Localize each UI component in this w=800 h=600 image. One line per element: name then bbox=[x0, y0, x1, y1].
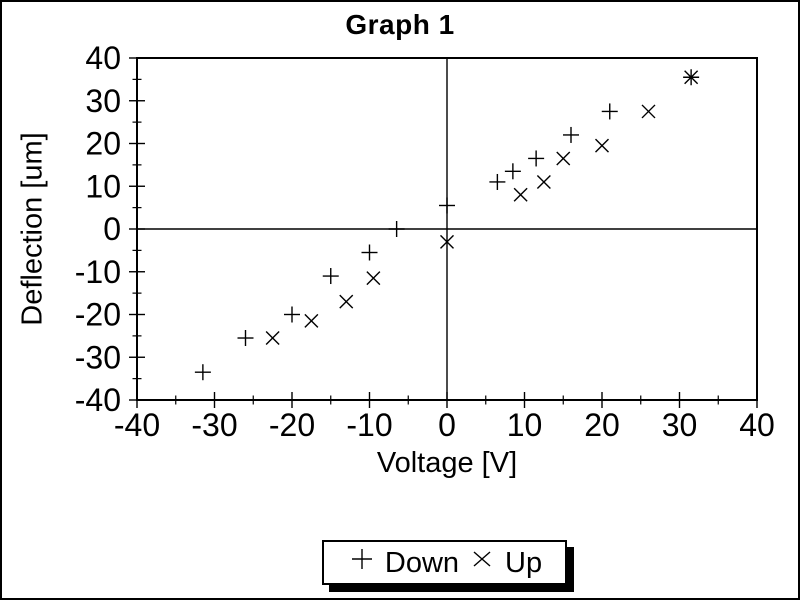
y-tick-label: 10 bbox=[85, 168, 121, 204]
x-tick-label: -10 bbox=[346, 407, 392, 443]
y-tick-label: -10 bbox=[75, 254, 121, 290]
y-tick-label: 20 bbox=[85, 126, 121, 162]
x-tick-label: -20 bbox=[269, 407, 315, 443]
chart-title: Graph 1 bbox=[345, 9, 455, 40]
x-tick-label: -30 bbox=[191, 407, 237, 443]
y-tick-label: 40 bbox=[85, 40, 121, 76]
y-tick-label: 30 bbox=[85, 83, 121, 119]
x-tick-label: -40 bbox=[114, 407, 160, 443]
y-tick-label: -20 bbox=[75, 297, 121, 333]
x-tick-label: 20 bbox=[584, 407, 620, 443]
plus-marker-icon bbox=[347, 545, 377, 581]
series-up-points bbox=[265, 70, 699, 346]
y-tick-label: 0 bbox=[103, 211, 121, 247]
plus-glyph bbox=[351, 548, 372, 569]
x-tick-label: 0 bbox=[438, 407, 456, 443]
x-tick-label: 10 bbox=[507, 407, 543, 443]
zero-lines bbox=[137, 58, 757, 400]
y-tick-label: -30 bbox=[75, 339, 121, 375]
legend: Down Up bbox=[322, 540, 567, 585]
x-tick-label: 30 bbox=[662, 407, 698, 443]
cross-marker-icon bbox=[467, 545, 497, 581]
series-down-points bbox=[194, 69, 700, 381]
x-tick-label: 40 bbox=[739, 407, 775, 443]
plot-svg: -40 -30 -20 -10 0 10 20 30 40 -40 -30 -20 -10 0 10 20 30… bbox=[75, 40, 775, 443]
y-tick-label: -40 bbox=[75, 382, 121, 418]
y-axis-label: Deflection [um] bbox=[16, 132, 49, 326]
cross-glyph bbox=[473, 550, 491, 567]
x-axis-label: Voltage [V] bbox=[376, 447, 518, 479]
legend-label-down: Down bbox=[384, 546, 460, 579]
x-axis-ticks: -40 -30 -20 -10 0 10 20 30 40 bbox=[114, 392, 775, 443]
y-axis-ticks: -40 -30 -20 -10 0 10 20 30 40 bbox=[75, 40, 145, 418]
legend-label-up: Up bbox=[505, 546, 543, 579]
